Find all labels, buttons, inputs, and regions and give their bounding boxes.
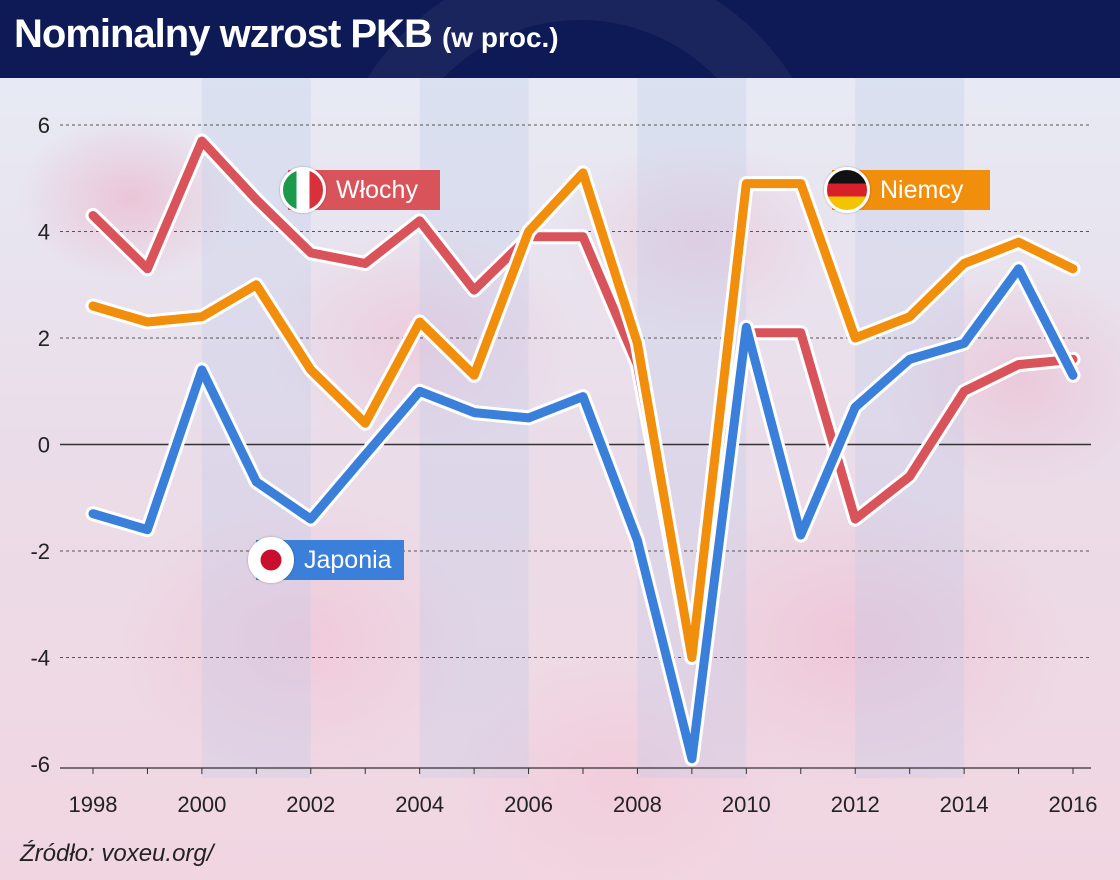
y-tick-label: -6 <box>30 752 50 777</box>
x-tick-label: 2016 <box>1049 792 1098 817</box>
plot-area: 6 4 2 0 -2 -4 -6 1998 2000 2002 2004 2006 2008 2010 20… <box>0 78 1120 880</box>
y-tick-label: 6 <box>38 113 50 138</box>
chart-title: Nominalny wzrost PKB (w proc.) <box>14 12 559 57</box>
line-chart: 6 4 2 0 -2 -4 -6 1998 2000 2002 2004 2006 2008 2010 20… <box>30 78 1098 817</box>
x-tick-label: 2010 <box>722 792 771 817</box>
x-tick-label: 1998 <box>69 792 118 817</box>
header-bar: Nominalny wzrost PKB (w proc.) <box>0 0 1120 78</box>
series-line-2 <box>88 264 1078 764</box>
y-tick-label: -4 <box>30 646 50 671</box>
x-tick-label: 2006 <box>504 792 553 817</box>
y-tick-label: 4 <box>38 220 50 245</box>
x-tick-label: 2014 <box>940 792 989 817</box>
y-tick-label: 2 <box>38 326 50 351</box>
source-note: Źródło: voxeu.org/ <box>20 840 214 867</box>
chart-subtitle: (w proc.) <box>441 22 559 53</box>
legend-germany-label: Niemcy <box>880 175 964 204</box>
y-tick-label: 0 <box>38 433 50 458</box>
y-tick-label: -2 <box>30 539 50 564</box>
chart-title-text: Nominalny wzrost PKB <box>14 12 433 56</box>
x-tick-label: 2008 <box>613 792 662 817</box>
legend-japan-label: Japonia <box>304 545 392 574</box>
x-tick-label: 2012 <box>831 792 880 817</box>
flag-germany-icon <box>824 167 870 213</box>
legend-germany: Niemcy <box>824 167 990 213</box>
series-line-0 <box>88 136 1078 662</box>
flag-italy-icon <box>280 167 326 213</box>
series-line-1 <box>88 168 1078 662</box>
legend-italy-label: Włochy <box>336 175 418 204</box>
legend-japan: Japonia <box>248 537 404 583</box>
flag-japan-icon <box>248 537 294 583</box>
x-tick-label: 2000 <box>177 792 226 817</box>
x-tick-label: 2002 <box>286 792 335 817</box>
x-tick-label: 2004 <box>395 792 444 817</box>
legend-italy: Włochy <box>280 167 440 213</box>
